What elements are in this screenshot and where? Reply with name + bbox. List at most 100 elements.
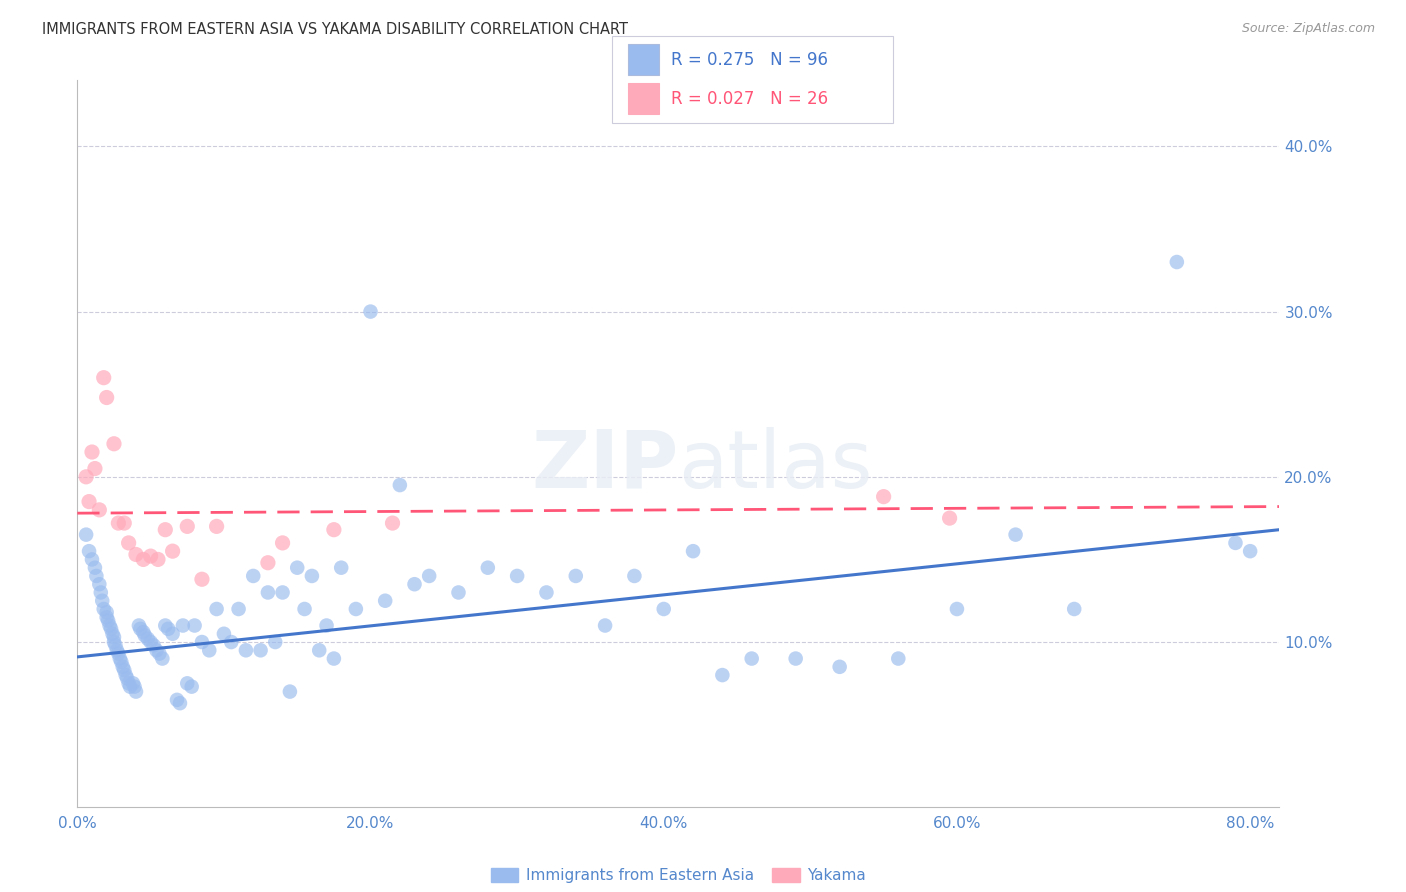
Point: [447, 585, 470, 599]
Point: [711, 668, 734, 682]
Point: [360, 304, 382, 318]
Point: [278, 684, 301, 698]
Point: [108, 651, 131, 665]
Point: [101, 627, 124, 641]
Text: R = 0.027   N = 26: R = 0.027 N = 26: [671, 90, 828, 108]
Point: [180, 680, 202, 694]
Point: [344, 602, 367, 616]
Point: [322, 651, 344, 665]
Point: [166, 693, 188, 707]
Point: [938, 511, 960, 525]
Point: [205, 602, 228, 616]
Point: [84, 560, 107, 574]
Text: ZIP: ZIP: [531, 426, 679, 505]
Point: [105, 643, 128, 657]
Point: [112, 663, 135, 677]
Point: [122, 676, 145, 690]
Point: [129, 622, 152, 636]
Point: [264, 635, 287, 649]
Point: [103, 630, 125, 644]
Point: [249, 643, 271, 657]
Point: [219, 635, 242, 649]
Point: [308, 643, 330, 657]
Point: [112, 516, 135, 530]
Point: [593, 618, 616, 632]
Point: [111, 660, 134, 674]
Point: [125, 684, 148, 698]
Point: [169, 696, 191, 710]
Point: [134, 628, 156, 642]
Point: [374, 593, 396, 607]
Point: [104, 638, 127, 652]
Point: [1063, 602, 1085, 616]
Point: [77, 494, 100, 508]
Point: [271, 536, 294, 550]
Point: [117, 676, 139, 690]
Point: [477, 560, 499, 574]
Point: [139, 549, 162, 563]
Point: [89, 503, 111, 517]
Point: [205, 519, 228, 533]
Legend: Immigrants from Eastern Asia, Yakama: Immigrants from Eastern Asia, Yakama: [491, 868, 866, 883]
Point: [506, 569, 529, 583]
Point: [172, 618, 194, 632]
Point: [98, 618, 121, 632]
Point: [176, 676, 198, 690]
Point: [90, 585, 112, 599]
Point: [142, 638, 165, 652]
Point: [148, 647, 170, 661]
Text: IMMIGRANTS FROM EASTERN ASIA VS YAKAMA DISABILITY CORRELATION CHART: IMMIGRANTS FROM EASTERN ASIA VS YAKAMA D…: [42, 22, 628, 37]
Point: [97, 614, 120, 628]
Point: [84, 461, 107, 475]
Point: [285, 560, 308, 574]
Point: [136, 632, 159, 646]
Point: [120, 680, 142, 694]
Point: [80, 445, 103, 459]
Point: [93, 370, 115, 384]
Point: [381, 516, 404, 530]
Point: [162, 627, 184, 641]
Point: [132, 625, 155, 640]
Point: [96, 605, 118, 619]
Point: [75, 527, 97, 541]
Point: [257, 556, 280, 570]
Point: [294, 602, 316, 616]
Point: [212, 627, 235, 641]
Point: [235, 643, 257, 657]
Point: [125, 548, 148, 562]
Point: [198, 643, 221, 657]
Point: [96, 391, 118, 405]
Point: [124, 680, 146, 694]
Text: R = 0.275   N = 96: R = 0.275 N = 96: [671, 51, 828, 69]
Point: [93, 602, 115, 616]
Point: [301, 569, 323, 583]
Point: [257, 585, 280, 599]
Point: [1166, 255, 1188, 269]
Point: [146, 552, 169, 566]
Point: [150, 651, 173, 665]
Point: [183, 618, 205, 632]
Point: [565, 569, 588, 583]
Point: [103, 437, 125, 451]
Point: [132, 552, 155, 566]
Point: [872, 490, 894, 504]
Point: [155, 523, 177, 537]
Point: [682, 544, 704, 558]
Point: [1004, 527, 1026, 541]
Point: [741, 651, 763, 665]
Point: [117, 536, 139, 550]
Point: [107, 516, 129, 530]
Point: [103, 635, 125, 649]
Point: [330, 560, 353, 574]
Point: [91, 593, 114, 607]
Point: [828, 660, 851, 674]
Point: [107, 647, 129, 661]
Point: [176, 519, 198, 533]
Point: [77, 544, 100, 558]
Point: [128, 618, 150, 632]
Point: [652, 602, 675, 616]
Point: [536, 585, 558, 599]
Point: [157, 622, 180, 636]
Text: Source: ZipAtlas.com: Source: ZipAtlas.com: [1241, 22, 1375, 36]
Point: [623, 569, 645, 583]
